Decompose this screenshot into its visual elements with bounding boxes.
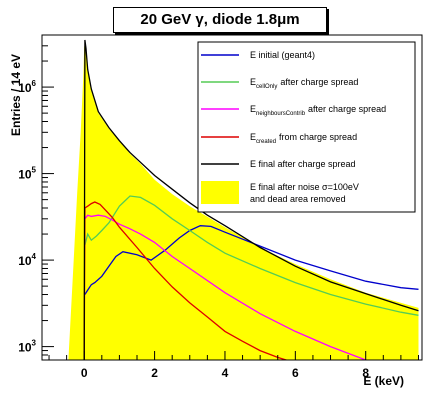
legend-label-cellonly: EcellOnly after charge spread [250,77,358,90]
legend-label-noise-line2: and dead area removed [250,194,346,204]
legend-swatch-noise [201,181,239,204]
legend-label-final: E final after charge spread [250,159,356,169]
y-tick-label-3: 106 [18,79,36,95]
series-line-1 [84,225,419,295]
plot-frame [41,34,423,361]
series-line-5 [83,39,419,360]
x-tick-label-4: 8 [362,366,369,380]
series-line-2 [84,195,419,316]
legend: E initial (geant4) EcellOnly after charge… [197,41,416,213]
legend-label-initial: E initial (geant4) [250,50,315,60]
x-tick-label-1: 2 [151,366,158,380]
legend-label-created: Ecreated from charge spread [250,132,357,145]
series-line-4 [83,201,289,360]
y-axis-label: Entries / 14 eV [9,54,23,136]
x-tick-label-2: 4 [222,366,229,380]
y-tick-label-1: 104 [18,252,36,268]
chart-title: 20 GeV γ, diode 1.8μm [113,7,327,33]
legend-label-noise-line1: E final after noise σ=100eV [250,182,359,192]
series-line-3 [84,214,368,360]
y-tick-label-0: 103 [18,339,36,355]
x-tick-label-0: 0 [81,366,88,380]
x-axis-label: E (keV) [363,374,404,388]
x-tick-label-3: 6 [292,366,299,380]
legend-label-neighbours: EneighboursContrib after charge spread [250,104,386,117]
y-tick-label-2: 105 [18,166,36,182]
